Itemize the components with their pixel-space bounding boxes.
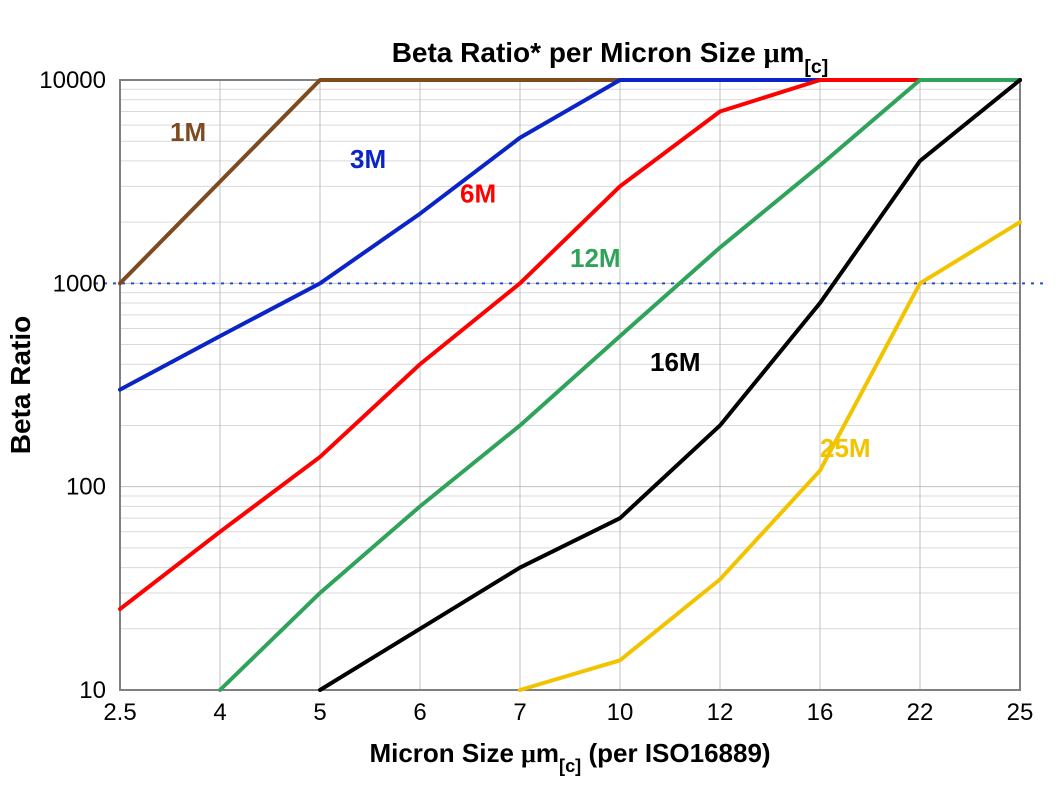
x-tick-label: 22 <box>907 699 934 726</box>
x-tick-label: 12 <box>707 699 734 726</box>
series-label-6M: 6M <box>460 178 496 208</box>
beta-ratio-chart: 1M 3M 6M 12M 16M 25M 2.5 4 5 6 7 10 12 16 22 25 10 100 100… <box>0 0 1062 798</box>
y-axis-label: Beta Ratio <box>5 316 36 454</box>
y-tick-label: 100 <box>66 474 106 501</box>
series-label-1M: 1M <box>170 117 206 147</box>
y-tick-label: 10 <box>79 677 106 704</box>
series-label-16M: 16M <box>650 347 701 377</box>
x-tick-label: 2.5 <box>103 699 136 726</box>
x-tick-label: 16 <box>807 699 834 726</box>
series-label-25M: 25M <box>820 433 871 463</box>
x-tick-label: 10 <box>607 699 634 726</box>
series-label-12M: 12M <box>570 243 621 273</box>
x-tick-label: 6 <box>413 699 426 726</box>
x-tick-label: 5 <box>313 699 326 726</box>
y-tick-label: 10000 <box>39 67 106 94</box>
series-label-3M: 3M <box>350 144 386 174</box>
x-tick-label: 7 <box>513 699 526 726</box>
y-tick-label: 1000 <box>53 270 106 297</box>
x-tick-label: 4 <box>213 699 226 726</box>
x-tick-label: 25 <box>1007 699 1034 726</box>
